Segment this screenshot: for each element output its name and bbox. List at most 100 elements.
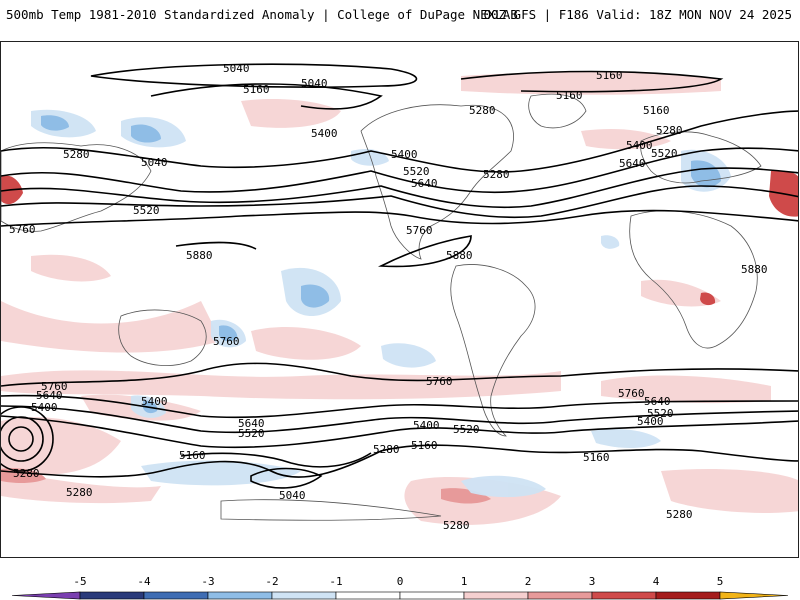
contour-label: 5760 [618, 387, 645, 400]
contour-label: 5640 [238, 417, 265, 430]
colorbar-ticks: -5 -4 -3 -2 -1 0 1 2 3 4 5 [73, 575, 723, 588]
south-america-outline [450, 264, 536, 437]
colorbar-tick-label: 3 [589, 575, 596, 588]
colorbar-swatch [207, 591, 273, 600]
contour-label: 5280 [469, 104, 496, 117]
colorbar-swatches [11, 591, 789, 600]
africa-outline [629, 210, 758, 349]
contour-label: 5520 [238, 427, 265, 440]
contour-5520-north [1, 167, 798, 209]
continent-outlines [1, 93, 762, 521]
contour-label: 5520 [133, 204, 160, 217]
contour-5040-polar [90, 63, 418, 88]
contour-label: 5280 [666, 508, 693, 521]
contour-5160-south [180, 452, 372, 468]
model-run-info: 00Z GFS | F186 Valid: 18Z MON NOV 24 202… [483, 7, 792, 22]
header: 500mb Temp 1981-2010 Standardized Anomal… [0, 0, 800, 40]
greenland-outline [528, 93, 587, 129]
contour-5880-trop [175, 241, 257, 250]
colorbar-swatch [655, 591, 721, 600]
colorbar-tick-label: -1 [329, 575, 342, 588]
contour-label: 5400 [31, 401, 58, 414]
contour-label: 5400 [391, 148, 418, 161]
antarctica-outline [220, 499, 442, 521]
colorbar-high-end [719, 591, 789, 600]
contour-label: 5040 [141, 156, 168, 169]
contour-label: 5280 [373, 443, 400, 456]
contour-label: 5400 [141, 395, 168, 408]
contour-label: 5040 [301, 77, 328, 90]
colorbar-tick-label: -5 [73, 575, 86, 588]
contour-5400-south [1, 415, 798, 449]
contour-label: 5400 [413, 419, 440, 432]
contour-5400-north [1, 147, 798, 194]
map-title: 500mb Temp 1981-2010 Standardized Anomal… [6, 7, 518, 22]
contour-label: 5640 [619, 157, 646, 170]
contour-label: 5280 [13, 467, 40, 480]
strong-cold-anomaly-shading [41, 115, 721, 414]
contour-5280-north [1, 110, 798, 173]
contour-label: 5160 [556, 89, 583, 102]
colorbar-swatch [143, 591, 209, 600]
contour-label: 5520 [453, 423, 480, 436]
contour-label: 5640 [411, 177, 438, 190]
contour-label: 5040 [279, 489, 306, 502]
anomaly-map: 5040 5040 5040 5160 5160 5160 5160 5280 … [1, 62, 798, 532]
contour-label: 5640 [36, 389, 63, 402]
contour-5280-south [1, 444, 798, 478]
contour-label: 5400 [626, 139, 653, 152]
contour-label: 5280 [656, 124, 683, 137]
contour-label: 5880 [741, 263, 768, 276]
contour-5160-north [150, 83, 383, 110]
contour-low-ring [1, 416, 44, 462]
colorbar-tick-label: -2 [265, 575, 278, 588]
contour-5520-south [1, 405, 798, 434]
contour-label: 5160 [596, 69, 623, 82]
europe-outline [640, 131, 762, 184]
contour-5760-south [1, 362, 798, 387]
contour-label: 5880 [186, 249, 213, 262]
contour-label: 5760 [426, 375, 453, 388]
contour-label: 5040 [223, 62, 250, 75]
colorbar-swatch [79, 591, 145, 600]
contour-low-ring-2 [1, 406, 54, 472]
colorbar-tick-label: 2 [525, 575, 532, 588]
colorbar-tick-label: 5 [717, 575, 724, 588]
contour-label: 5280 [443, 519, 470, 532]
contour-label: 5760 [406, 224, 433, 237]
contour-label: 5400 [637, 415, 664, 428]
colorbar-tick-label: -3 [201, 575, 214, 588]
warm-anomaly-shading [1, 71, 798, 525]
contour-label: 5160 [179, 449, 206, 462]
colorbar-swatch [591, 591, 657, 600]
contour-5040-south [250, 467, 323, 489]
colorbar-swatch [463, 591, 529, 600]
asia-outline [1, 142, 152, 232]
contour-label: 5760 [213, 335, 240, 348]
contour-label: 5160 [411, 439, 438, 452]
contour-labels: 5040 5040 5040 5160 5160 5160 5160 5280 … [9, 62, 768, 532]
contour-label: 5160 [583, 451, 610, 464]
contour-label: 5880 [446, 249, 473, 262]
colorbar-legend: -5 -4 -3 -2 -1 0 1 2 3 4 5 [11, 575, 789, 600]
contour-5160-atlantic [460, 70, 724, 93]
australia-outline [118, 309, 207, 366]
contour-label: 5400 [311, 127, 338, 140]
height-contours [1, 63, 798, 489]
contour-label: 5760 [9, 223, 36, 236]
contour-label: 5280 [483, 168, 510, 181]
contour-5640-south [1, 394, 798, 419]
contour-5760-north [1, 209, 798, 227]
contour-5880-atlantic [377, 235, 472, 268]
contour-low-center [8, 426, 34, 452]
colorbar-tick-label: 4 [653, 575, 660, 588]
colorbar-swatch [271, 591, 337, 600]
colorbar-swatch [399, 591, 465, 600]
north-america-outline [360, 104, 514, 260]
contour-label: 5280 [66, 486, 93, 499]
colorbar-tick-label: 0 [397, 575, 404, 588]
contour-label: 5520 [647, 407, 674, 420]
contour-label: 5520 [403, 165, 430, 178]
contour-5640-north [1, 185, 798, 219]
contour-label: 5640 [644, 395, 671, 408]
